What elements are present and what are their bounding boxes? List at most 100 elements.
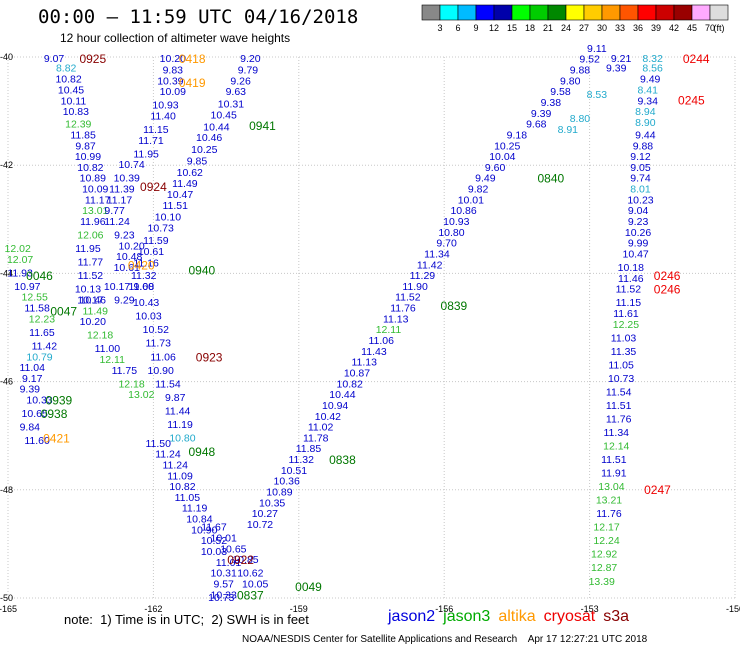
swh-value: 9.85 <box>187 155 208 167</box>
swh-value: 10.45 <box>211 109 237 121</box>
swh-value: 9.26 <box>230 75 251 87</box>
swh-value: 9.18 <box>507 129 528 141</box>
pass-time-label: 0941 <box>249 119 276 133</box>
swh-value: 10.65 <box>220 543 246 555</box>
swh-value: 13.02 <box>128 389 154 401</box>
swh-value: 10.36 <box>274 476 300 488</box>
pass-time-label: 0046 <box>26 269 53 283</box>
swh-value: 8.94 <box>635 106 656 118</box>
swh-value: 10.80 <box>169 432 195 444</box>
swh-value: 10.31 <box>218 99 244 111</box>
swh-value: 11.91 <box>601 468 627 480</box>
swh-value: 9.88 <box>633 140 654 152</box>
swh-value: 11.78 <box>303 432 329 444</box>
swh-value: 9.38 <box>541 97 562 109</box>
swh-value: 11.06 <box>150 351 176 363</box>
swh-value: 11.24 <box>104 216 130 228</box>
swh-value: 11.42 <box>32 340 58 352</box>
swh-value: 11.43 <box>361 346 387 358</box>
swh-value: 11.67 <box>201 522 227 534</box>
swh-value: 9.23 <box>114 230 135 242</box>
swh-value: 9.60 <box>485 162 506 174</box>
swh-value: 11.95 <box>75 243 101 255</box>
pass-time-label: 0837 <box>237 588 264 602</box>
swh-value: 11.51 <box>606 400 632 412</box>
swh-value: 12.14 <box>603 441 629 453</box>
swh-value: 10.90 <box>191 524 217 536</box>
swh-value: 10.01 <box>211 532 237 544</box>
swh-value: 11.15 <box>616 297 642 309</box>
pass-time-label: 0938 <box>41 407 68 421</box>
swh-value: 10.03 <box>135 311 161 323</box>
swh-value: 9.17 <box>22 373 43 385</box>
swh-value: 11.42 <box>417 259 443 271</box>
swh-value: 11.29 <box>410 270 436 282</box>
swh-value: 11.02 <box>308 422 334 434</box>
swh-value: 10.97 <box>14 281 40 293</box>
swh-value: 8.90 <box>635 117 656 129</box>
swh-value: 10.44 <box>329 389 355 401</box>
swh-value: 10.93 <box>443 216 469 228</box>
swh-value: 11.60 <box>24 435 50 447</box>
swh-value: 9.21 <box>611 53 632 65</box>
swh-value: 11.24 <box>155 449 181 461</box>
swh-value: 10.62 <box>237 568 263 580</box>
swh-value: 11.52 <box>616 284 642 296</box>
swh-value: 9.29 <box>114 294 135 306</box>
swh-value: 11.65 <box>29 327 55 339</box>
swh-value: 10.25 <box>191 144 217 156</box>
legend-jason3: jason3 <box>443 608 491 625</box>
swh-value: 11.40 <box>150 111 176 123</box>
swh-value: 9.82 <box>468 184 489 196</box>
swh-value: 9.68 <box>526 119 547 131</box>
swh-value: 10.46 <box>80 294 106 306</box>
swh-value: 10.52 <box>201 535 227 547</box>
swh-value: 10.83 <box>63 106 89 118</box>
swh-value: 11.51 <box>162 200 188 212</box>
swh-value: 11.34 <box>424 248 450 260</box>
x-tick-label: -162 <box>144 604 162 614</box>
swh-value: 11.34 <box>604 427 630 439</box>
x-tick-label: -156 <box>435 604 453 614</box>
swh-value: 11.06 <box>368 335 394 347</box>
swh-value: 10.73 <box>208 592 234 604</box>
y-tick-label: -48 <box>0 485 13 495</box>
swh-value: 9.11 <box>587 43 607 55</box>
swh-value: 9.74 <box>630 173 651 185</box>
swh-value: 9.20 <box>240 53 261 65</box>
swh-value: 9.80 <box>560 75 581 87</box>
pass-time-label: 0245 <box>678 93 705 107</box>
swh-value: 10.01 <box>458 194 484 206</box>
swh-value: 12.07 <box>7 254 33 266</box>
swh-value: 11.96 <box>80 216 106 228</box>
swh-value: 11.35 <box>611 346 637 358</box>
swh-value: 11.17 <box>85 194 111 206</box>
swh-value: 10.89 <box>266 487 292 499</box>
y-tick-label: -44 <box>0 268 13 278</box>
swh-value: 12.17 <box>593 522 619 534</box>
swh-value: 10.13 <box>75 284 101 296</box>
swh-value: 11.19 <box>182 503 208 515</box>
swh-value: 11.17 <box>107 194 133 206</box>
swh-value: 10.42 <box>315 411 341 423</box>
swh-value: 13.39 <box>589 576 615 588</box>
swh-value: 9.70 <box>436 238 457 250</box>
swh-value: 10.17 <box>77 294 103 306</box>
x-tick-label: -153 <box>581 604 599 614</box>
swh-value: 11.05 <box>175 492 201 504</box>
swh-value: 10.74 <box>118 159 144 171</box>
pass-time-label: 0940 <box>189 264 216 278</box>
swh-value: 10.26 <box>625 227 651 239</box>
swh-value: 10.94 <box>322 400 348 412</box>
swh-value: 10.84 <box>186 514 212 526</box>
swh-value: 12.11 <box>99 354 125 366</box>
swh-value: 10.23 <box>627 194 653 206</box>
swh-value: 9.52 <box>579 54 600 66</box>
swh-value: 9.44 <box>635 129 656 141</box>
swh-value: 10.45 <box>58 85 84 97</box>
legend-altika: altika <box>498 608 536 625</box>
x-tick-label: -165 <box>0 604 17 614</box>
swh-value: 8.56 <box>642 62 663 74</box>
credit-line: NOAA/NESDIS Center for Satellite Applica… <box>242 634 648 645</box>
